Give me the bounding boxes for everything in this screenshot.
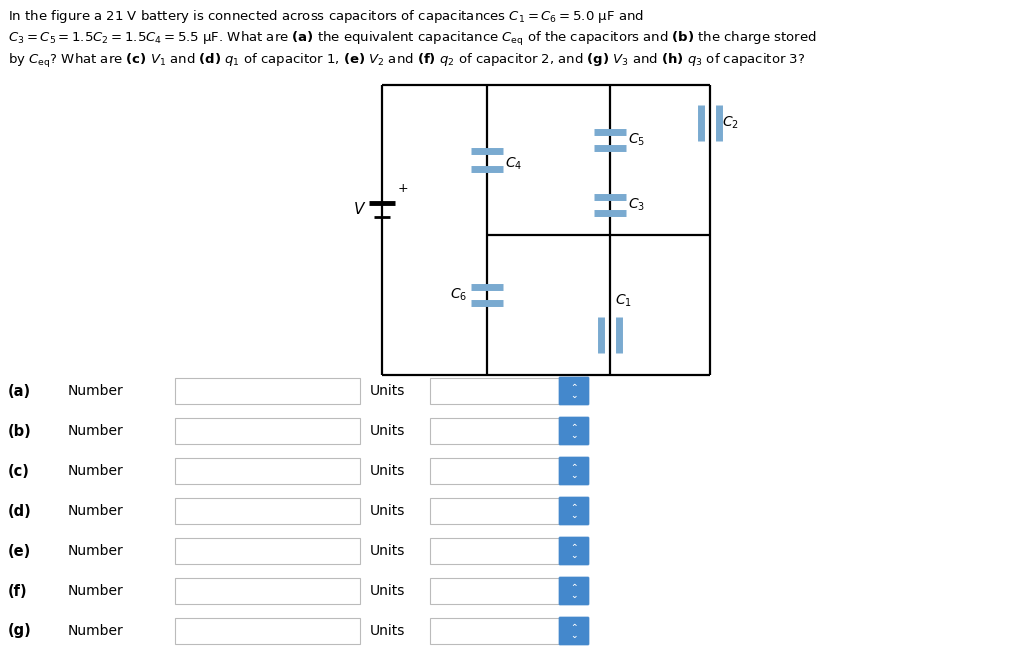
FancyBboxPatch shape xyxy=(430,618,560,644)
Text: $C_4$: $C_4$ xyxy=(505,156,522,172)
Text: ⌃: ⌃ xyxy=(570,503,578,511)
Text: Units: Units xyxy=(370,384,406,398)
FancyBboxPatch shape xyxy=(430,498,560,524)
FancyBboxPatch shape xyxy=(175,578,360,604)
Text: ⌄: ⌄ xyxy=(570,392,578,401)
FancyBboxPatch shape xyxy=(175,538,360,564)
Text: Units: Units xyxy=(370,504,406,518)
FancyBboxPatch shape xyxy=(430,458,560,484)
FancyBboxPatch shape xyxy=(559,537,589,565)
Text: Units: Units xyxy=(370,624,406,638)
FancyBboxPatch shape xyxy=(430,538,560,564)
Text: ⌃: ⌃ xyxy=(570,422,578,432)
Text: $C_3 = C_5 = 1.5C_2 = 1.5C_4 = 5.5$ μF. What are $\mathbf{(a)}$ the equivalent c: $C_3 = C_5 = 1.5C_2 = 1.5C_4 = 5.5$ μF. … xyxy=(8,30,817,48)
Text: $C_1$: $C_1$ xyxy=(615,293,632,309)
Text: ⌄: ⌄ xyxy=(570,432,578,440)
Text: $C_5$: $C_5$ xyxy=(628,132,645,148)
Text: ⌄: ⌄ xyxy=(570,632,578,640)
Text: +: + xyxy=(398,182,409,195)
Text: ⌃: ⌃ xyxy=(570,463,578,472)
Text: $C_3$: $C_3$ xyxy=(628,197,645,213)
FancyBboxPatch shape xyxy=(559,617,589,645)
FancyBboxPatch shape xyxy=(430,378,560,404)
Text: (f): (f) xyxy=(8,584,28,599)
Text: Units: Units xyxy=(370,464,406,478)
FancyBboxPatch shape xyxy=(559,377,589,405)
Text: ⌃: ⌃ xyxy=(570,582,578,592)
Text: ⌄: ⌄ xyxy=(570,551,578,561)
Text: In the figure a 21 V battery is connected across capacitors of capacitances $C_1: In the figure a 21 V battery is connecte… xyxy=(8,8,644,25)
Text: $C_6$: $C_6$ xyxy=(450,287,467,303)
Text: Number: Number xyxy=(68,544,124,558)
Text: ⌄: ⌄ xyxy=(570,511,578,520)
FancyBboxPatch shape xyxy=(175,458,360,484)
Text: (g): (g) xyxy=(8,624,32,638)
Text: Number: Number xyxy=(68,504,124,518)
FancyBboxPatch shape xyxy=(175,618,360,644)
Text: (d): (d) xyxy=(8,503,32,519)
Text: Number: Number xyxy=(68,624,124,638)
FancyBboxPatch shape xyxy=(430,418,560,444)
Text: (c): (c) xyxy=(8,463,30,478)
Text: Number: Number xyxy=(68,424,124,438)
FancyBboxPatch shape xyxy=(559,457,589,485)
Text: (e): (e) xyxy=(8,544,32,559)
FancyBboxPatch shape xyxy=(559,497,589,525)
Text: Units: Units xyxy=(370,544,406,558)
Text: $C_2$: $C_2$ xyxy=(722,114,739,131)
Text: Units: Units xyxy=(370,424,406,438)
Text: ⌃: ⌃ xyxy=(570,622,578,632)
FancyBboxPatch shape xyxy=(175,418,360,444)
FancyBboxPatch shape xyxy=(175,498,360,524)
Text: Number: Number xyxy=(68,384,124,398)
Text: (b): (b) xyxy=(8,424,32,438)
FancyBboxPatch shape xyxy=(430,578,560,604)
Text: ⌄: ⌄ xyxy=(570,472,578,480)
Text: ⌄: ⌄ xyxy=(570,592,578,601)
Text: Number: Number xyxy=(68,464,124,478)
Text: Units: Units xyxy=(370,584,406,598)
FancyBboxPatch shape xyxy=(175,378,360,404)
Text: by $C_{\mathrm{eq}}$? What are $\mathbf{(c)}$ $V_1$ and $\mathbf{(d)}$ $q_1$ of : by $C_{\mathrm{eq}}$? What are $\mathbf{… xyxy=(8,52,805,70)
Text: V: V xyxy=(353,203,364,218)
FancyBboxPatch shape xyxy=(559,577,589,605)
Text: Number: Number xyxy=(68,584,124,598)
Text: (a): (a) xyxy=(8,384,31,399)
Text: ⌃: ⌃ xyxy=(570,382,578,392)
Text: ⌃: ⌃ xyxy=(570,542,578,551)
FancyBboxPatch shape xyxy=(559,417,589,445)
